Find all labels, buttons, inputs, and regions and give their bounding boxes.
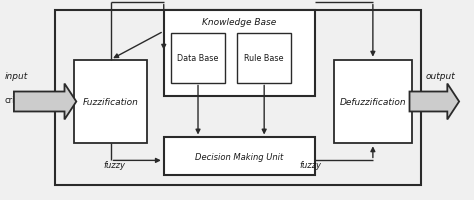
FancyBboxPatch shape	[171, 33, 225, 83]
Polygon shape	[14, 84, 76, 120]
Text: fuzzy: fuzzy	[103, 160, 125, 169]
Text: Data Base: Data Base	[177, 54, 219, 63]
FancyBboxPatch shape	[334, 60, 412, 144]
Text: Fuzzification: Fuzzification	[82, 98, 138, 106]
Text: Knowledge Base: Knowledge Base	[202, 18, 276, 27]
Text: Rule Base: Rule Base	[245, 54, 284, 63]
Text: crisp: crisp	[4, 96, 25, 104]
Text: fuzzy: fuzzy	[299, 160, 321, 169]
Text: crisp: crisp	[430, 96, 450, 104]
Text: output: output	[426, 72, 456, 81]
FancyBboxPatch shape	[164, 11, 315, 96]
Text: input: input	[4, 72, 27, 81]
Polygon shape	[410, 84, 459, 120]
Text: Defuzzification: Defuzzification	[339, 98, 406, 106]
FancyBboxPatch shape	[237, 33, 292, 83]
FancyBboxPatch shape	[74, 60, 147, 144]
Text: Decision Making Unit: Decision Making Unit	[195, 152, 283, 161]
FancyBboxPatch shape	[55, 11, 421, 185]
FancyBboxPatch shape	[164, 138, 315, 175]
